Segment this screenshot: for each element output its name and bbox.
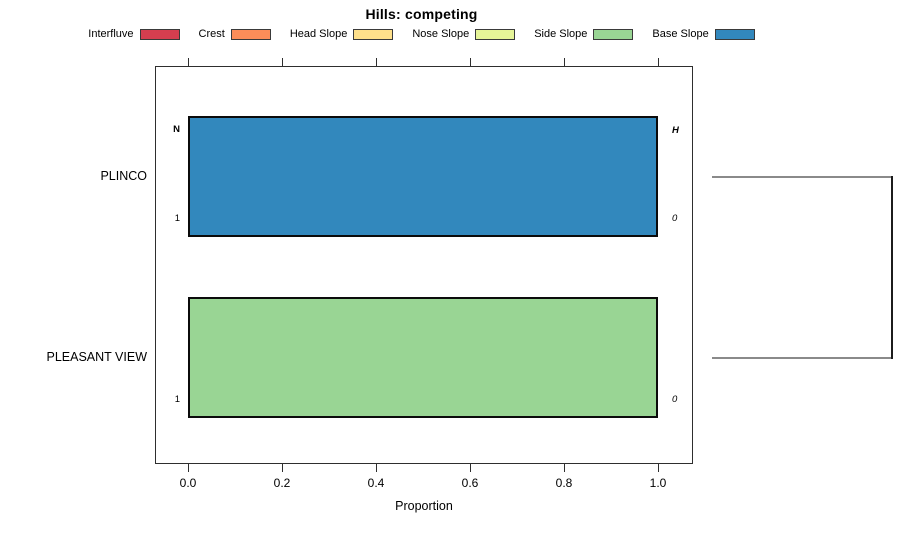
legend: Interfluve Crest Head Slope Nose Slope Side … <box>0 26 843 42</box>
x-axis-top-tick <box>658 58 659 66</box>
x-axis-bottom-tick <box>470 464 471 472</box>
legend-label: Interfluve <box>88 28 134 40</box>
legend-label: Side Slope <box>534 28 588 40</box>
x-axis-tick-label: 0.0 <box>179 476 197 490</box>
legend-item-interfluve: Interfluve <box>88 28 180 40</box>
x-axis-tick-label: 0.8 <box>555 476 573 490</box>
x-axis-bottom-tick <box>658 464 659 472</box>
legend-color-swatch <box>714 28 755 40</box>
legend-item-side-slope: Side Slope <box>534 28 634 40</box>
bar-annotation-zero: 0 <box>672 394 678 405</box>
x-axis-top-tick <box>282 58 283 66</box>
x-axis-bottom-tick <box>564 464 565 472</box>
x-axis-bottom-tick <box>188 464 189 472</box>
dendrogram-join <box>891 175 893 359</box>
bar-annotation-n: N <box>173 124 180 135</box>
x-axis-tick-label: 0.2 <box>273 476 291 490</box>
proportion-bar <box>188 297 658 418</box>
bar-segment-base-slope <box>188 116 658 237</box>
category-label: PLEASANT VIEW <box>46 349 148 364</box>
x-axis-top-tick <box>188 58 189 66</box>
legend-item-head-slope: Head Slope <box>290 28 394 40</box>
x-axis-top-tick <box>376 58 377 66</box>
legend-label: Head Slope <box>289 28 348 40</box>
dendrogram-branch <box>712 356 891 359</box>
legend-item-nose-slope: Nose Slope <box>412 28 516 40</box>
legend-label: Nose Slope <box>412 28 470 40</box>
legend-color-swatch <box>593 28 634 40</box>
bar-annotation-zero: 0 <box>672 213 678 224</box>
legend-label: Crest <box>198 28 225 40</box>
legend-label: Base Slope <box>652 28 709 40</box>
legend-color-swatch <box>475 28 516 40</box>
x-axis-top-tick <box>470 58 471 66</box>
dendrogram-branch <box>712 175 891 178</box>
x-axis-tick-label: 0.4 <box>367 476 385 490</box>
x-axis-bottom-tick <box>376 464 377 472</box>
bar-annotation-count: 1 <box>174 213 180 224</box>
x-axis-tick-label: 0.6 <box>461 476 479 490</box>
legend-item-base-slope: Base Slope <box>652 28 755 40</box>
proportion-bar <box>188 116 658 237</box>
x-axis-tick-label: 1.0 <box>649 476 667 490</box>
legend-item-crest: Crest <box>199 28 271 40</box>
bar-annotation-count: 1 <box>174 394 180 405</box>
x-axis-top-tick <box>564 58 565 66</box>
legend-color-swatch <box>353 28 394 40</box>
chart-title: Hills: competing <box>365 6 478 22</box>
category-label: PLINCO <box>100 168 147 183</box>
x-axis-bottom-tick <box>282 464 283 472</box>
x-axis-label: Proportion <box>395 499 453 513</box>
bar-segment-side-slope <box>188 297 658 418</box>
legend-color-swatch <box>230 28 271 40</box>
bar-annotation-h: H <box>672 125 679 136</box>
legend-color-swatch <box>139 28 180 40</box>
